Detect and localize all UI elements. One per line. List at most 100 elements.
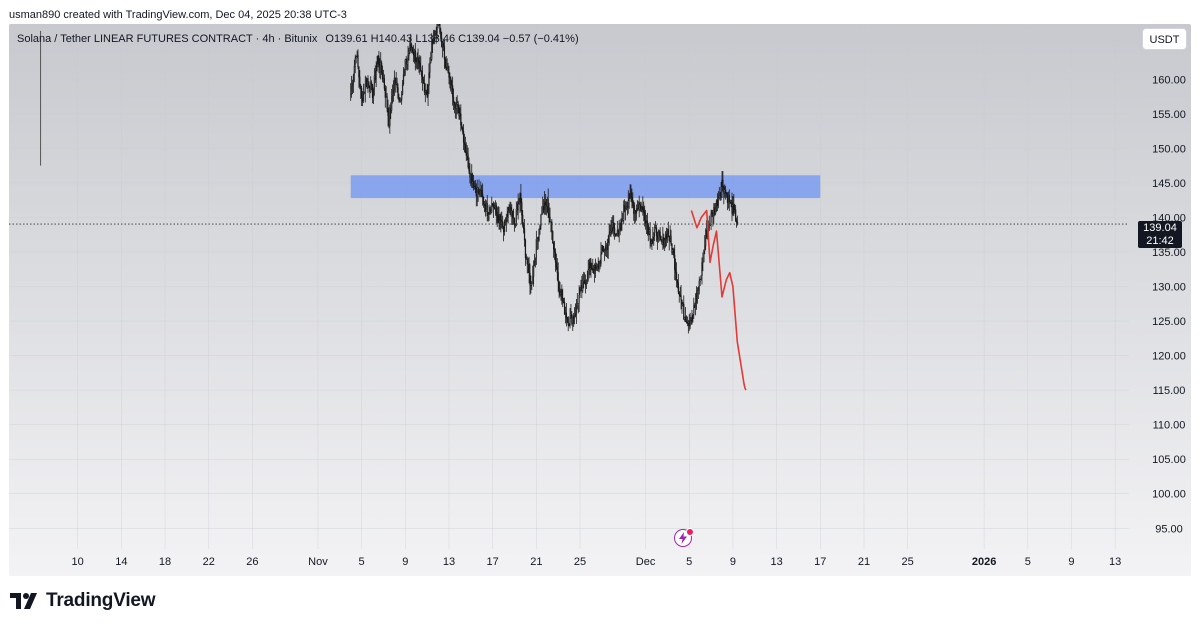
- candle-body: [657, 231, 659, 241]
- lightning-badge[interactable]: [674, 528, 694, 547]
- currency-button[interactable]: USDT: [1142, 28, 1187, 50]
- candle-body: [511, 211, 513, 215]
- candle-body: [422, 79, 425, 84]
- candle-body: [394, 77, 396, 85]
- candle-body: [711, 212, 713, 215]
- candle-body: [682, 303, 684, 306]
- candle-body: [636, 208, 638, 210]
- tradingview-brand[interactable]: TradingView: [10, 590, 156, 612]
- candle-body: [531, 283, 533, 286]
- candle-body: [414, 50, 416, 62]
- candle-body: [367, 78, 369, 83]
- candle-body: [466, 153, 468, 156]
- candle-body: [621, 219, 623, 222]
- candle-body: [519, 193, 521, 203]
- symbol-name[interactable]: Solana / Tether LINEAR FUTURES CONTRACT …: [17, 33, 318, 45]
- candle-body: [399, 99, 401, 102]
- candle-body: [453, 101, 456, 106]
- candle-body: [565, 312, 568, 318]
- candle-body: [681, 299, 683, 305]
- candle-body: [539, 225, 541, 230]
- price-tick-label: 125.00: [1152, 316, 1186, 328]
- candle-body: [395, 82, 397, 85]
- price-tick-label: 100.00: [1152, 489, 1186, 501]
- candle-body: [379, 64, 381, 70]
- candle-body: [630, 192, 632, 198]
- candle-body: [586, 279, 588, 282]
- candle-body: [703, 250, 705, 263]
- candle-body: [393, 77, 396, 90]
- candle-body: [675, 272, 678, 280]
- candle-body: [532, 276, 534, 285]
- candle-body: [381, 62, 383, 74]
- candle-body: [482, 196, 485, 205]
- candle-body: [368, 81, 370, 89]
- lightning-icon: [679, 532, 687, 544]
- candle-body: [690, 320, 692, 323]
- price-axis[interactable]: 165.00160.00155.00150.00145.00140.00135.…: [1152, 40, 1186, 536]
- candle-body: [605, 245, 608, 247]
- candle-body: [440, 31, 442, 39]
- candle-body: [416, 58, 418, 62]
- candle-body: [377, 56, 379, 64]
- candle-body: [668, 235, 670, 241]
- candle-body: [429, 62, 431, 73]
- candle-body: [378, 56, 380, 66]
- candle-body: [455, 103, 457, 109]
- candle-body: [618, 227, 620, 236]
- candle-body: [513, 217, 516, 226]
- candlestick-series: [40, 24, 739, 334]
- candle-body: [587, 269, 589, 280]
- candle-body: [494, 205, 497, 209]
- candle-body: [726, 193, 729, 204]
- candle-body: [589, 262, 591, 270]
- candle-body: [678, 291, 680, 295]
- candle-body: [623, 205, 625, 221]
- candle-body: [423, 82, 426, 93]
- candle-body: [516, 208, 518, 211]
- candle-body: [674, 269, 677, 273]
- candle-body: [616, 230, 618, 236]
- candle-body: [642, 206, 644, 209]
- candle-body: [676, 279, 679, 284]
- candle-body: [638, 204, 640, 210]
- candle-body: [543, 201, 546, 211]
- candle-body: [619, 227, 621, 230]
- candle-body: [522, 224, 525, 230]
- candle-body: [505, 219, 507, 223]
- candle-body: [533, 260, 536, 266]
- candle-body: [645, 220, 648, 224]
- candle-body: [626, 206, 628, 209]
- time-tick-label: 25: [574, 556, 586, 568]
- candle-body: [418, 60, 420, 64]
- candle-body: [458, 104, 460, 117]
- candle-body: [447, 67, 449, 73]
- candle-body: [588, 268, 590, 271]
- candle-body: [559, 289, 561, 295]
- symbol-legend[interactable]: Solana / Tether LINEAR FUTURES CONTRACT …: [17, 33, 579, 45]
- candle-body: [649, 229, 651, 240]
- candle-body: [721, 179, 723, 188]
- candle-body: [444, 58, 446, 68]
- candle-body: [614, 227, 616, 235]
- time-axis[interactable]: 10 14 18 22 26 Nov 5 9 13 17 21 25 Dec 5 9 13 17 21 25 2026…: [72, 556, 1122, 568]
- candle-body: [534, 257, 537, 262]
- candle-body: [443, 46, 446, 60]
- chart-panel[interactable]: 165.00160.00155.00150.00145.00140.00135.…: [9, 24, 1191, 576]
- candle-body: [647, 224, 649, 235]
- candle-body: [484, 205, 487, 212]
- candle-body: [672, 249, 674, 254]
- candle-body: [732, 204, 734, 214]
- candle-body: [459, 113, 461, 117]
- candle-body: [683, 303, 685, 320]
- candle-body: [421, 71, 423, 77]
- price-chart[interactable]: 165.00160.00155.00150.00145.00140.00135.…: [9, 24, 1191, 576]
- candle-body: [670, 235, 672, 245]
- price-tick-label: 105.00: [1152, 454, 1186, 466]
- candle-body: [493, 207, 496, 209]
- candle-body: [375, 70, 377, 80]
- candle-body: [603, 250, 606, 253]
- candle-body: [417, 58, 419, 62]
- candle-body: [717, 197, 719, 206]
- candle-body: [445, 66, 447, 71]
